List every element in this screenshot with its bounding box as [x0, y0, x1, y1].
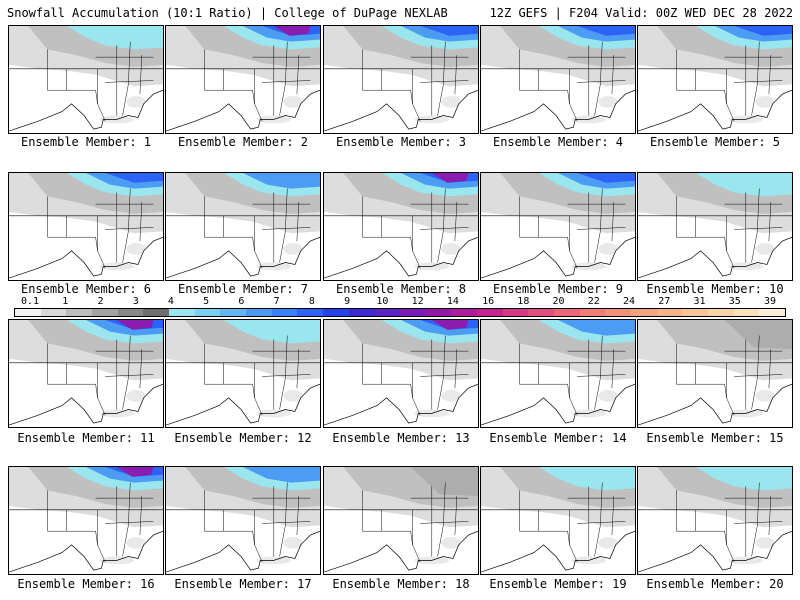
colorbar-label: 39: [763, 296, 777, 307]
ensemble-map-panel: [323, 319, 479, 428]
colorbar-label: 8: [308, 296, 315, 307]
colorbar-label: 12: [411, 296, 424, 307]
colorbar-swatch: [271, 309, 298, 316]
colorbar-label: 14: [446, 296, 459, 307]
ensemble-member-label: Ensemble Member: 19: [489, 577, 627, 591]
ensemble-member-label: Ensemble Member: 5: [649, 135, 781, 149]
ensemble-member-label: Ensemble Member: 2: [177, 135, 309, 149]
colorbar-swatch: [92, 309, 118, 316]
ensemble-map-panel: [165, 319, 321, 428]
colorbar-label: 31: [693, 296, 706, 307]
ensemble-map-panel: [8, 172, 164, 281]
colorbar-swatch: [374, 309, 401, 316]
valid-time: 12Z GEFS | F204 Valid: 00Z WED DEC 28 20…: [489, 6, 793, 20]
ensemble-map-panel: [480, 25, 636, 134]
ensemble-map-panel: [323, 25, 479, 134]
colorbar-swatch: [348, 309, 375, 316]
colorbar-labels: 0.1 1 2 3 4 5 6 7 8 9 10 12 14 16 18 20 22 24 27 31 35 39: [14, 296, 786, 308]
ensemble-map-panel: [165, 172, 321, 281]
ensemble-map-panel: [637, 319, 793, 428]
ensemble-map-panel: [480, 172, 636, 281]
colorbar-swatch: [502, 309, 529, 316]
colorbar-swatch: [477, 309, 503, 316]
ensemble-member-label: Ensemble Member: 1: [20, 135, 152, 149]
colorbar-label: 35: [728, 296, 741, 307]
colorbar-swatch: [66, 309, 93, 316]
ensemble-map-panel: [323, 172, 479, 281]
colorbar-swatch: [220, 309, 247, 316]
ensemble-member-label: Ensemble Member: 4: [492, 135, 624, 149]
colorbar-label: 4: [167, 296, 174, 307]
ensemble-member-label: Ensemble Member: 20: [646, 577, 784, 591]
colorbar-label: 2: [97, 296, 104, 307]
colorbar-swatch: [143, 309, 170, 316]
colorbar-swatch: [656, 309, 683, 316]
colorbar-swatch: [40, 309, 67, 316]
ensemble-member-label: Ensemble Member: 17: [174, 577, 312, 591]
colorbar-label: 0.1: [20, 296, 40, 307]
ensemble-member-label: Ensemble Member: 8: [335, 282, 467, 296]
ensemble-map-panel: [480, 466, 636, 575]
colorbar-swatch: [733, 309, 760, 316]
ensemble-member-label: Ensemble Member: 10: [646, 282, 784, 296]
colorbar-label: 1: [62, 296, 69, 307]
colorbar-label: 16: [482, 296, 495, 307]
ensemble-member-label: Ensemble Member: 13: [332, 431, 470, 445]
map-title: Snowfall Accumulation (10:1 Ratio) | Col…: [7, 6, 448, 20]
ensemble-member-label: Ensemble Member: 11: [17, 431, 155, 445]
colorbar-swatch: [579, 309, 606, 316]
ensemble-map-panel: [8, 25, 164, 134]
colorbar-label: 24: [623, 296, 636, 307]
ensemble-map-panel: [637, 25, 793, 134]
ensemble-map-panel: [165, 466, 321, 575]
ensemble-member-label: Ensemble Member: 7: [177, 282, 309, 296]
ensemble-member-label: Ensemble Member: 18: [332, 577, 470, 591]
colorbar-swatch: [631, 309, 657, 316]
ensemble-map-panel: [8, 319, 164, 428]
ensemble-member-label: Ensemble Member: 9: [492, 282, 624, 296]
colorbar-swatch: [15, 309, 41, 316]
colorbar-swatch: [323, 309, 349, 316]
colorbar-swatch: [528, 309, 555, 316]
colorbar-swatch: [425, 309, 452, 316]
ensemble-member-label: Ensemble Member: 12: [174, 431, 312, 445]
ensemble-map-panel: [480, 319, 636, 428]
colorbar-label: 18: [517, 296, 530, 307]
colorbar-label: 9: [344, 296, 351, 307]
colorbar-label: 5: [203, 296, 210, 307]
ensemble-member-label: Ensemble Member: 6: [20, 282, 152, 296]
colorbar-swatch: [605, 309, 632, 316]
colorbar-label: 27: [658, 296, 671, 307]
colorbar-swatch: [194, 309, 221, 316]
colorbar-swatch: [759, 309, 786, 316]
colorbar-swatch: [297, 309, 324, 316]
colorbar-swatch: [400, 309, 426, 316]
colorbar-swatch: [117, 309, 144, 316]
colorbar-swatch: [246, 309, 272, 316]
colorbar-label: 7: [273, 296, 280, 307]
ensemble-map-panel: [165, 25, 321, 134]
colorbar-swatch: [554, 309, 580, 316]
colorbar-swatch: [169, 309, 195, 316]
colorbar-label: 6: [238, 296, 245, 307]
colorbar-label: 22: [587, 296, 600, 307]
ensemble-member-label: Ensemble Member: 14: [489, 431, 627, 445]
colorbar-label: 3: [132, 296, 139, 307]
ensemble-member-label: Ensemble Member: 3: [335, 135, 467, 149]
ensemble-map-panel: [323, 466, 479, 575]
snowfall-colorbar: [14, 308, 786, 317]
ensemble-map-panel: [8, 466, 164, 575]
colorbar-label: 20: [552, 296, 565, 307]
ensemble-member-label: Ensemble Member: 15: [646, 431, 784, 445]
ensemble-member-label: Ensemble Member: 16: [17, 577, 155, 591]
ensemble-map-panel: [637, 466, 793, 575]
colorbar-label: 10: [376, 296, 389, 307]
ensemble-map-panel: [637, 172, 793, 281]
colorbar-swatch: [708, 309, 734, 316]
colorbar-swatch: [451, 309, 478, 316]
colorbar-swatch: [682, 309, 709, 316]
